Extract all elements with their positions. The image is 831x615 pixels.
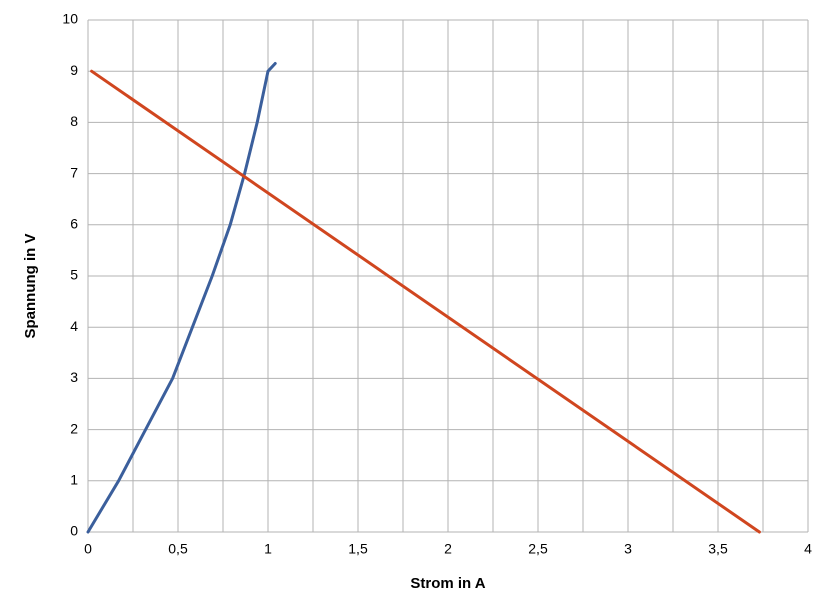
- x-tick-label: 3: [624, 541, 632, 557]
- y-tick-label: 7: [70, 164, 78, 180]
- x-tick-label: 1: [264, 541, 272, 557]
- x-tick-label: 2: [444, 541, 452, 557]
- y-tick-label: 1: [70, 472, 78, 488]
- y-axis-title: Spannung in V: [22, 234, 39, 339]
- y-tick-label: 2: [70, 420, 78, 436]
- y-tick-label: 8: [70, 113, 78, 129]
- y-tick-label: 4: [70, 318, 78, 334]
- y-tick-label: 6: [70, 216, 78, 232]
- y-tick-label: 9: [70, 62, 78, 78]
- x-tick-label: 3,5: [708, 541, 728, 557]
- y-tick-label: 0: [70, 523, 78, 539]
- series-line: [90, 69, 761, 534]
- y-tick-label: 10: [62, 11, 78, 27]
- x-tick-label: 0: [84, 541, 92, 557]
- series-line: [86, 62, 277, 534]
- x-axis-title: Strom in A: [410, 575, 485, 592]
- x-tick-label: 2,5: [528, 541, 548, 557]
- x-tick-label: 4: [804, 541, 812, 557]
- y-tick-label: 5: [70, 267, 78, 283]
- y-tick-label: 3: [70, 369, 78, 385]
- x-tick-label: 0,5: [168, 541, 188, 557]
- x-tick-label: 1,5: [348, 541, 368, 557]
